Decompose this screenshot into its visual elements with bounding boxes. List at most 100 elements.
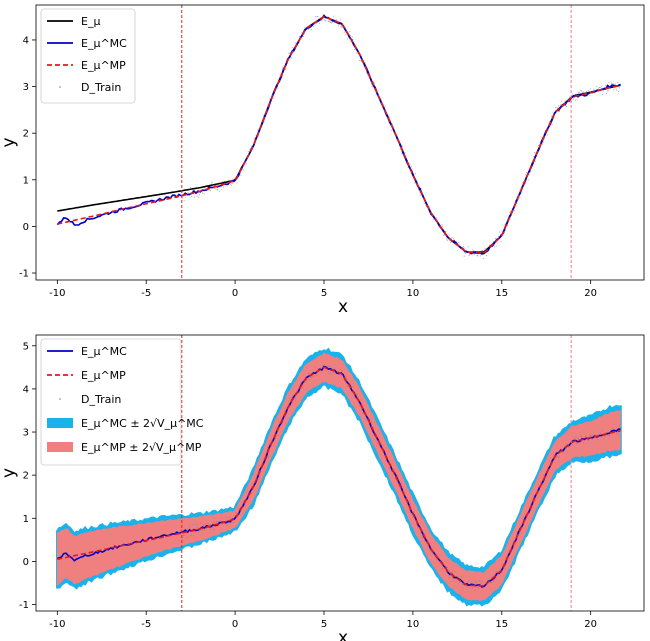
train-point [587, 439, 589, 442]
train-point [312, 376, 314, 378]
train-point [407, 167, 409, 169]
train-point [213, 528, 215, 530]
train-point [397, 482, 399, 484]
train-point [432, 218, 434, 220]
train-point [571, 93, 573, 95]
train-point [617, 82, 619, 84]
train-point [321, 366, 323, 368]
train-point [314, 15, 316, 17]
train-point [399, 148, 401, 150]
train-point [514, 209, 516, 212]
train-point [370, 83, 372, 85]
train-point [366, 72, 368, 74]
train-point [310, 376, 312, 378]
train-point [249, 149, 251, 151]
train-point [230, 518, 232, 520]
train-point [464, 247, 466, 249]
train-point [204, 187, 206, 189]
train-point [542, 141, 544, 143]
train-point [612, 427, 614, 429]
train-point [569, 96, 571, 98]
train-point [494, 246, 496, 248]
train-point [510, 210, 512, 212]
train-point [598, 87, 600, 89]
train-point [206, 528, 208, 530]
train-point [474, 590, 476, 592]
train-point [542, 143, 544, 145]
train-point [230, 521, 232, 523]
train-point [484, 248, 486, 250]
train-point [186, 536, 188, 539]
train-point [577, 443, 579, 445]
train-point [210, 524, 212, 526]
train-point [313, 369, 315, 371]
train-point [228, 516, 230, 518]
train-point [236, 182, 238, 184]
x-tick-label: 15 [495, 619, 508, 630]
train-point [561, 451, 563, 453]
train-point [423, 202, 425, 204]
train-point [589, 94, 591, 96]
train-point [358, 404, 360, 406]
train-point [606, 92, 608, 94]
train-point [442, 225, 444, 227]
train-point [473, 250, 475, 252]
train-point [188, 527, 190, 530]
train-point [558, 457, 560, 459]
train-point [350, 35, 352, 37]
train-point [494, 237, 496, 240]
train-point [202, 524, 204, 526]
train-point [294, 397, 296, 399]
train-point [373, 81, 375, 83]
x-tick-label: 0 [232, 619, 238, 630]
train-point [481, 583, 483, 585]
train-point [458, 582, 460, 584]
train-point [469, 587, 471, 589]
train-point [413, 511, 415, 513]
y-tick-label: 2 [23, 471, 29, 482]
train-point [264, 454, 266, 456]
train-point [598, 86, 600, 88]
legend-box [40, 338, 182, 466]
train-point [214, 188, 216, 190]
train-point [221, 517, 223, 519]
train-point [446, 239, 448, 241]
train-point [509, 211, 511, 213]
train-point [309, 379, 311, 381]
train-point [341, 370, 343, 372]
train-point [294, 42, 296, 44]
train-point [501, 230, 503, 232]
train-point [492, 580, 494, 582]
train-point [355, 392, 357, 394]
train-point [354, 48, 356, 50]
train-point [356, 52, 358, 54]
train-point [458, 243, 460, 245]
train-point [548, 122, 550, 124]
train-point [218, 190, 220, 192]
train-point [465, 252, 467, 255]
y-tick-label: 5 [23, 341, 29, 352]
train-point [560, 103, 562, 106]
train-point [593, 88, 595, 90]
train-point [374, 82, 376, 84]
train-point [346, 377, 348, 380]
train-point [473, 582, 475, 584]
train-point [330, 371, 332, 373]
train-point [230, 183, 232, 185]
train-point [451, 571, 453, 573]
y-tick-label: 3 [23, 82, 29, 93]
train-point [558, 110, 560, 113]
train-point [535, 496, 537, 498]
train-point [316, 375, 318, 377]
train-point [290, 57, 292, 59]
train-point [233, 182, 235, 184]
train-point [446, 567, 448, 569]
train-point [609, 435, 611, 437]
train-point [273, 97, 275, 99]
train-point [324, 19, 326, 21]
train-point [471, 249, 473, 251]
x-tick-label: 10 [407, 619, 420, 630]
train-point [186, 528, 188, 530]
train-point [534, 160, 536, 162]
train-point [607, 90, 609, 92]
